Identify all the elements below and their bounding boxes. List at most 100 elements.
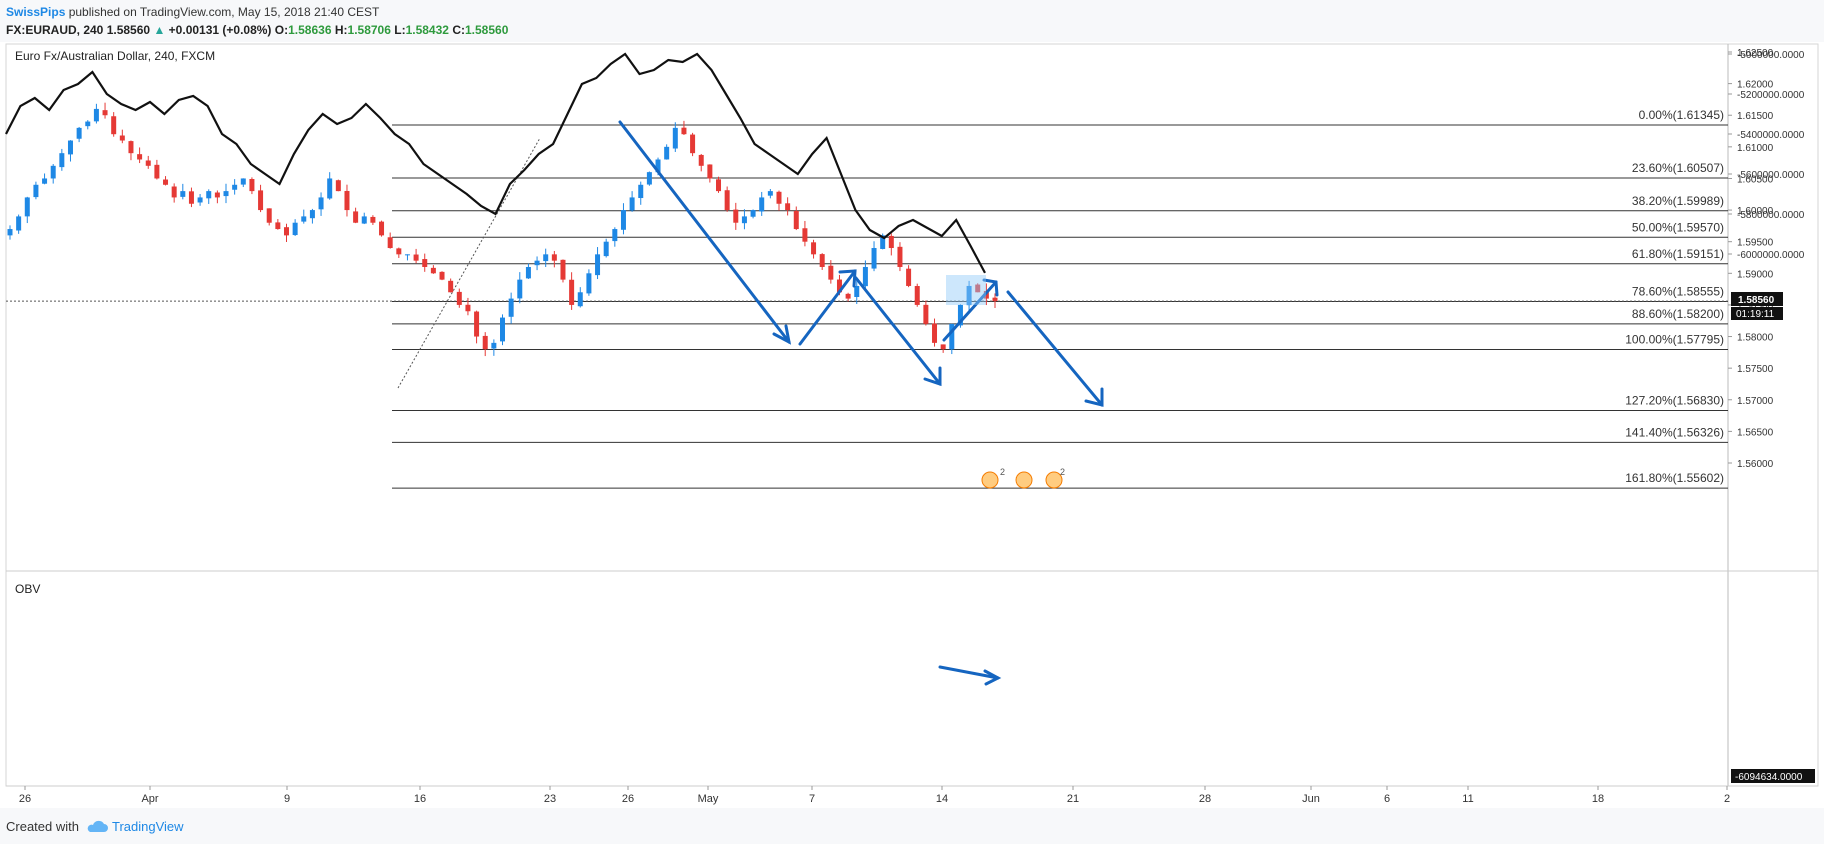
time-tick-label: 23 bbox=[544, 793, 556, 805]
price-axis[interactable]: 1.62500 1.62000 1.61500 1.61000 1.60500 1.600… bbox=[1728, 48, 1774, 470]
candle-body bbox=[197, 197, 203, 203]
obv-tick-label: -5800000.0000 bbox=[1737, 210, 1805, 221]
obv-tick-label: -5400000.0000 bbox=[1737, 130, 1805, 141]
publish-info: SwissPips published on TradingView.com, … bbox=[6, 5, 379, 19]
obv-axis[interactable]: -5000000.0000 -5200000.0000 -5400000.0000 -… bbox=[1728, 50, 1805, 261]
created-with-text: Created with bbox=[6, 819, 79, 834]
time-axis[interactable]: 26 Apr 9 16 23 26 May 7 14 21 28 Jun 6 11 18 2 bbox=[19, 786, 1730, 805]
obv-line bbox=[5, 52, 986, 274]
events-badges[interactable]: 2 2 bbox=[981, 467, 1065, 489]
candle-body bbox=[517, 279, 523, 299]
price-tick-label: 1.57000 bbox=[1737, 396, 1774, 407]
candle-body bbox=[275, 222, 281, 230]
candle-body bbox=[128, 141, 134, 154]
obv-tick-label: -5000000.0000 bbox=[1737, 50, 1805, 61]
candle-body bbox=[525, 266, 531, 279]
candle-body bbox=[612, 229, 618, 242]
countdown-badge-text: 01:19:11 bbox=[1736, 309, 1775, 320]
candle-body bbox=[975, 284, 981, 293]
candle-body bbox=[353, 211, 359, 223]
consolidation-box[interactable] bbox=[946, 275, 986, 305]
close-label: C: bbox=[452, 23, 465, 37]
time-tick-label: 11 bbox=[1462, 793, 1473, 805]
obv-title: OBV bbox=[15, 582, 40, 596]
candle-body bbox=[741, 216, 747, 224]
candle-body bbox=[543, 254, 549, 262]
price-tick-label: 1.58500 bbox=[1737, 301, 1774, 312]
candle-body bbox=[932, 323, 938, 343]
candle-body bbox=[793, 210, 799, 230]
events-count-2: 2 bbox=[1060, 467, 1065, 477]
candle-body bbox=[223, 191, 229, 197]
candle-body bbox=[327, 178, 333, 199]
candle-body bbox=[85, 121, 91, 127]
candle-body bbox=[335, 180, 341, 192]
candle-body bbox=[690, 134, 696, 154]
open-label: O: bbox=[274, 23, 289, 37]
candle-body bbox=[776, 191, 782, 204]
candle-body bbox=[871, 248, 877, 269]
price-tick-label: 1.57500 bbox=[1737, 364, 1774, 375]
candle-body bbox=[888, 235, 894, 249]
candle-body bbox=[629, 197, 635, 211]
candle-body bbox=[500, 317, 505, 342]
candle-body bbox=[620, 210, 626, 230]
candle-body bbox=[914, 286, 920, 305]
candle-body bbox=[7, 229, 13, 236]
candle-body bbox=[249, 179, 255, 192]
candle-body bbox=[534, 260, 540, 266]
chart-area[interactable]: Euro Fx/Australian Dollar, 240, FXCM OBV… bbox=[0, 42, 1824, 808]
candle-body bbox=[266, 208, 272, 223]
candle-body bbox=[413, 254, 419, 261]
candle-body bbox=[672, 127, 678, 149]
low-label: L: bbox=[394, 23, 406, 37]
candle-body bbox=[102, 110, 108, 116]
candle-body bbox=[145, 160, 151, 166]
candle-body bbox=[42, 178, 48, 184]
candle-body bbox=[698, 154, 704, 166]
fib-level-label: 161.80%(1.55602) bbox=[1625, 471, 1724, 485]
candle-body bbox=[16, 216, 22, 231]
candle-body bbox=[819, 254, 825, 267]
candle-body bbox=[759, 197, 765, 212]
price-tick-label: 1.61500 bbox=[1737, 111, 1774, 122]
candle-body bbox=[93, 108, 99, 122]
up-arrow-icon: ▲ bbox=[153, 23, 166, 37]
author-link[interactable]: SwissPips bbox=[6, 5, 66, 19]
candle-body bbox=[318, 197, 324, 210]
obv-tick-label: -6000000.0000 bbox=[1737, 250, 1805, 261]
candle-body bbox=[767, 191, 773, 196]
candle-body bbox=[76, 127, 82, 139]
price-tick-label: 1.62000 bbox=[1737, 80, 1774, 91]
candle-body bbox=[482, 335, 488, 350]
time-tick-label: 16 bbox=[414, 793, 426, 805]
candle-body bbox=[24, 197, 30, 217]
candle-body bbox=[940, 344, 946, 350]
candle-body bbox=[67, 140, 73, 155]
current-price-badge bbox=[1731, 292, 1783, 306]
blue-annotation-arrows[interactable] bbox=[618, 120, 1104, 686]
candle-body bbox=[344, 190, 350, 211]
candle-body bbox=[906, 268, 912, 286]
candle-body bbox=[387, 237, 393, 249]
candle-body bbox=[638, 184, 644, 199]
candle-body bbox=[750, 210, 756, 217]
price-tick-label: 1.58000 bbox=[1737, 333, 1774, 344]
tradingview-logo[interactable]: TradingView bbox=[86, 819, 184, 834]
candle-body bbox=[258, 190, 264, 211]
countdown-badge bbox=[1731, 307, 1783, 320]
price-change: +0.00131 (+0.08%) bbox=[168, 23, 272, 37]
fib-level-label: 23.60%(1.60507) bbox=[1632, 161, 1724, 175]
candle-body bbox=[474, 311, 480, 337]
last-price: 1.58560 bbox=[106, 23, 151, 37]
candle-body bbox=[171, 186, 177, 198]
fib-level-label: 0.00%(1.61345) bbox=[1639, 108, 1724, 122]
candle-body bbox=[361, 216, 367, 224]
candle-body bbox=[301, 216, 307, 222]
fib-level-label: 38.20%(1.59989) bbox=[1632, 194, 1724, 208]
candle-body bbox=[50, 165, 56, 179]
candle-body bbox=[214, 192, 220, 198]
candle-body bbox=[240, 178, 246, 185]
price-tick-label: 1.62500 bbox=[1737, 48, 1774, 59]
price-tick-label: 1.60000 bbox=[1737, 206, 1774, 217]
